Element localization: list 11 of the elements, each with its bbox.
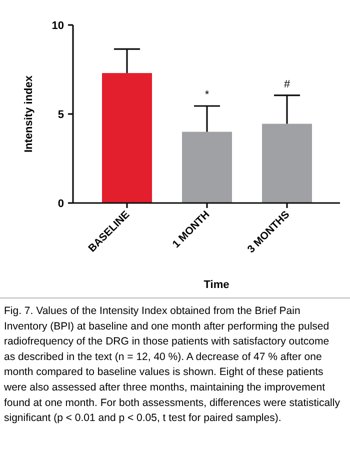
y-tick-label: 5	[58, 108, 64, 121]
x-axis-title: Time	[204, 279, 230, 291]
bar	[262, 124, 312, 203]
bar	[102, 73, 152, 203]
y-tick-label: 0	[58, 198, 64, 210]
caption: Fig. 7. Values of the Intensity Index obtained from the Brief Pain Inventory (BPI) at baseline and one month after performing the pulsed radiofrequency of the DRG in those patients with satisfactory outcome as described in the text (n = 12, 40 %). A decrease of 47 % after one month compared to baseline values is shown. Eight of these patients were also assessed after three months, maintaining the improvement found at one month. For both assessments, differences were statistically significant (p < 0.01 and p < 0.05, t test for paired samples).	[3, 305, 341, 424]
y-tick-label: 10	[52, 20, 64, 32]
annotation: *	[204, 88, 210, 101]
annotation: #	[284, 78, 291, 90]
y-axis-title: Intensity index	[23, 74, 35, 153]
bar	[182, 132, 232, 203]
